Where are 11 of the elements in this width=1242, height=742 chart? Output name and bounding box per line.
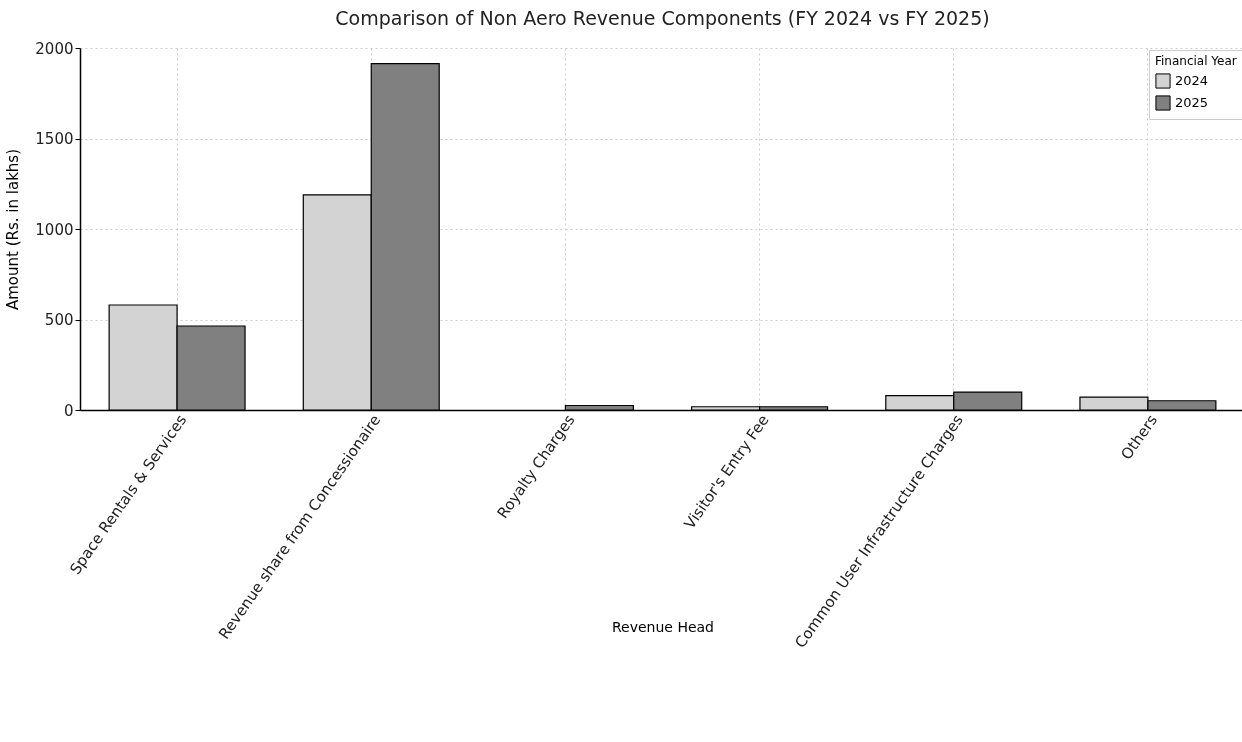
y-tick-label: 0 xyxy=(63,401,74,420)
y-tick-label: 2000 xyxy=(35,39,74,58)
y-axis-title: Amount (Rs. in lakhs) xyxy=(4,148,23,311)
y-tick-label: 500 xyxy=(44,311,74,329)
x-axis-title: Revenue Head xyxy=(611,618,715,635)
y-tick-label: 1500 xyxy=(35,130,74,148)
legend-label: 2025 xyxy=(1175,95,1209,110)
legend-title: Financial Year xyxy=(1155,54,1237,68)
legend-label: 2024 xyxy=(1175,73,1209,88)
y-tick-label: 1000 xyxy=(35,220,74,239)
chart-title: Comparison of Non Aero Revenue Components (FY 2024 vs FY 2025) xyxy=(335,7,990,29)
